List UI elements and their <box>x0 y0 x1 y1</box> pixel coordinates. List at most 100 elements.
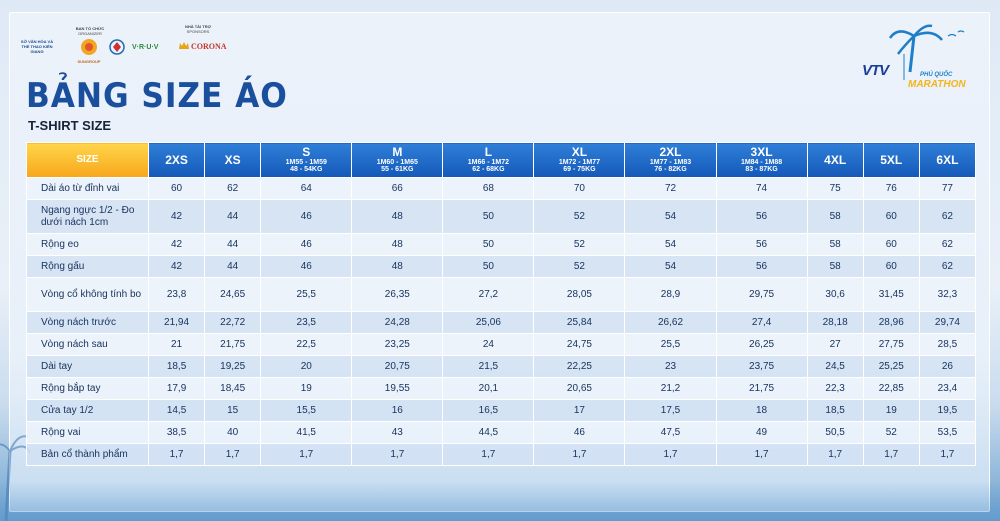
event-name-top: PHÚ QUỐC <box>920 72 953 78</box>
measurement-value: 25,5 <box>260 277 353 312</box>
sponsor-label: NHÀ TÀI TRỢ <box>184 24 212 29</box>
measurement-value: 20,1 <box>442 377 535 400</box>
table-row: Rộng gấu 42 44 46 48 50 52 54 56 58 60 62 <box>26 255 977 278</box>
measurement-value: 48 <box>351 233 444 256</box>
measurement-value: 52 <box>533 233 626 256</box>
size-height-range: 1M60 - 1M65 <box>376 158 418 166</box>
measurement-value: 22,5 <box>260 333 353 356</box>
size-height-range: 1M66 - 1M72 <box>467 158 509 166</box>
measurement-value: 22,25 <box>533 355 626 378</box>
measurement-value: 58 <box>806 199 864 234</box>
table-row: Rộng bắp tay 17,9 18,45 19 19,55 20,1 20,65 21,… <box>26 377 977 400</box>
measurement-value: 60 <box>862 199 920 234</box>
measurement-value: 50 <box>442 255 535 278</box>
size-header-xl: XL 1M72 - 1M77 69 - 75KG <box>533 142 626 178</box>
measurement-value: 1,7 <box>624 443 717 466</box>
measurement-value: 18,45 <box>204 377 262 400</box>
event-logo: VTV PHÚ QUỐC MARATHON <box>862 24 974 94</box>
measurement-value: 62 <box>918 255 977 278</box>
measurement-value: 27,75 <box>862 333 920 356</box>
organizer-sub: ORGANIZER <box>78 31 102 36</box>
size-height-range: 1M72 - 1M77 <box>558 158 601 166</box>
measurement-value: 18,5 <box>147 355 206 378</box>
measurement-value: 56 <box>715 255 808 278</box>
measurement-value: 21,94 <box>147 311 206 334</box>
size-header-2xs: 2XS <box>147 142 206 178</box>
page-title: BẢNG SIZE ÁO <box>26 76 288 116</box>
measurement-value: 47,5 <box>624 421 717 444</box>
measurement-value: 1,7 <box>862 443 920 466</box>
measurement-value: 23,4 <box>918 377 977 400</box>
measurement-value: 23 <box>624 355 717 378</box>
measurement-value: 21,5 <box>442 355 535 378</box>
measurement-value: 29,74 <box>918 311 977 334</box>
measurement-value: 24 <box>442 333 535 356</box>
table-row: Vòng nách trước 21,94 22,72 23,5 24,28 25,06 2… <box>26 311 977 334</box>
measurement-value: 43 <box>351 421 444 444</box>
size-height-range: 1M77 - 1M83 <box>649 158 692 166</box>
measurement-label: Ngang ngực 1/2 - Đo dưới nách 1cm <box>26 199 149 234</box>
size-header-m: M 1M60 - 1M65 55 - 61KG <box>351 142 444 178</box>
size-name: 3XL <box>750 145 773 160</box>
measurement-value: 75 <box>806 177 864 200</box>
table-row: Rộng vai 38,5 40 41,5 43 44,5 46 47,5 49 50,5 52 53… <box>26 421 977 444</box>
size-height-range: 1M55 - 1M59 <box>285 158 327 166</box>
measurement-label: Rộng gấu <box>26 255 149 278</box>
measurement-value: 70 <box>533 177 626 200</box>
measurement-value: 1,7 <box>533 443 626 466</box>
measurement-value: 50 <box>442 199 535 234</box>
measurement-value: 49 <box>715 421 808 444</box>
measurement-value: 1,7 <box>715 443 808 466</box>
palm-logo-icon <box>888 24 965 80</box>
measurement-value: 22,3 <box>806 377 864 400</box>
measurement-value: 66 <box>351 177 444 200</box>
size-header-4xl: 4XL <box>806 142 864 178</box>
measurement-value: 56 <box>715 199 808 234</box>
measurement-value: 19 <box>260 377 353 400</box>
measurement-label: Dài áo từ đỉnh vai <box>26 177 149 200</box>
table-row: Cửa tay 1/2 14,5 15 15,5 16 16,5 17 17,5 18 18,5 1… <box>26 399 977 422</box>
measurement-value: 20,75 <box>351 355 444 378</box>
table-row: Dài áo từ đỉnh vai 60 62 64 66 68 70 72 74 75 76 77 <box>26 177 977 200</box>
measurement-value: 62 <box>204 177 262 200</box>
measurement-label: Rộng vai <box>26 421 149 444</box>
page-subtitle: T-SHIRT SIZE <box>28 118 112 133</box>
measurement-value: 42 <box>147 199 206 234</box>
size-weight-range: 83 - 87KG <box>745 166 778 174</box>
measurement-value: 58 <box>806 255 864 278</box>
measurement-value: 42 <box>147 233 206 256</box>
measurement-label: Vòng cổ không tính bo <box>26 277 149 312</box>
measurement-value: 50,5 <box>806 421 864 444</box>
measurement-value: 44 <box>204 199 262 234</box>
measurement-value: 23,75 <box>715 355 808 378</box>
measurement-value: 19 <box>862 399 920 422</box>
measurement-value: 27 <box>806 333 864 356</box>
measurement-value: 52 <box>533 255 626 278</box>
measurement-value: 27,4 <box>715 311 808 334</box>
measurement-value: 48 <box>351 255 444 278</box>
size-name: 6XL <box>936 152 959 167</box>
size-weight-range: 69 - 75KG <box>563 166 596 174</box>
measurement-value: 19,25 <box>204 355 262 378</box>
measurement-value: 23,25 <box>351 333 444 356</box>
table-row: Vòng nách sau 21 21,75 22,5 23,25 24 24,75 25,5… <box>26 333 977 356</box>
vtv-logo: VTV <box>862 62 889 79</box>
measurement-value: 48 <box>351 199 444 234</box>
measurement-value: 24,5 <box>806 355 864 378</box>
measurement-value: 21 <box>147 333 206 356</box>
measurement-value: 41,5 <box>260 421 353 444</box>
measurement-value: 28,18 <box>806 311 864 334</box>
measurement-value: 1,7 <box>204 443 262 466</box>
measurement-value: 16 <box>351 399 444 422</box>
measurement-value: 25,25 <box>862 355 920 378</box>
measurement-value: 74 <box>715 177 808 200</box>
measurement-value: 25,84 <box>533 311 626 334</box>
measurement-value: 62 <box>918 233 977 256</box>
size-weight-range: 76 - 82KG <box>654 166 687 174</box>
size-name: XS <box>224 152 241 167</box>
measurement-value: 46 <box>533 421 626 444</box>
measurement-value: 1,7 <box>147 443 206 466</box>
size-name: S <box>302 145 311 160</box>
measurement-value: 1,7 <box>806 443 864 466</box>
measurement-value: 68 <box>442 177 535 200</box>
